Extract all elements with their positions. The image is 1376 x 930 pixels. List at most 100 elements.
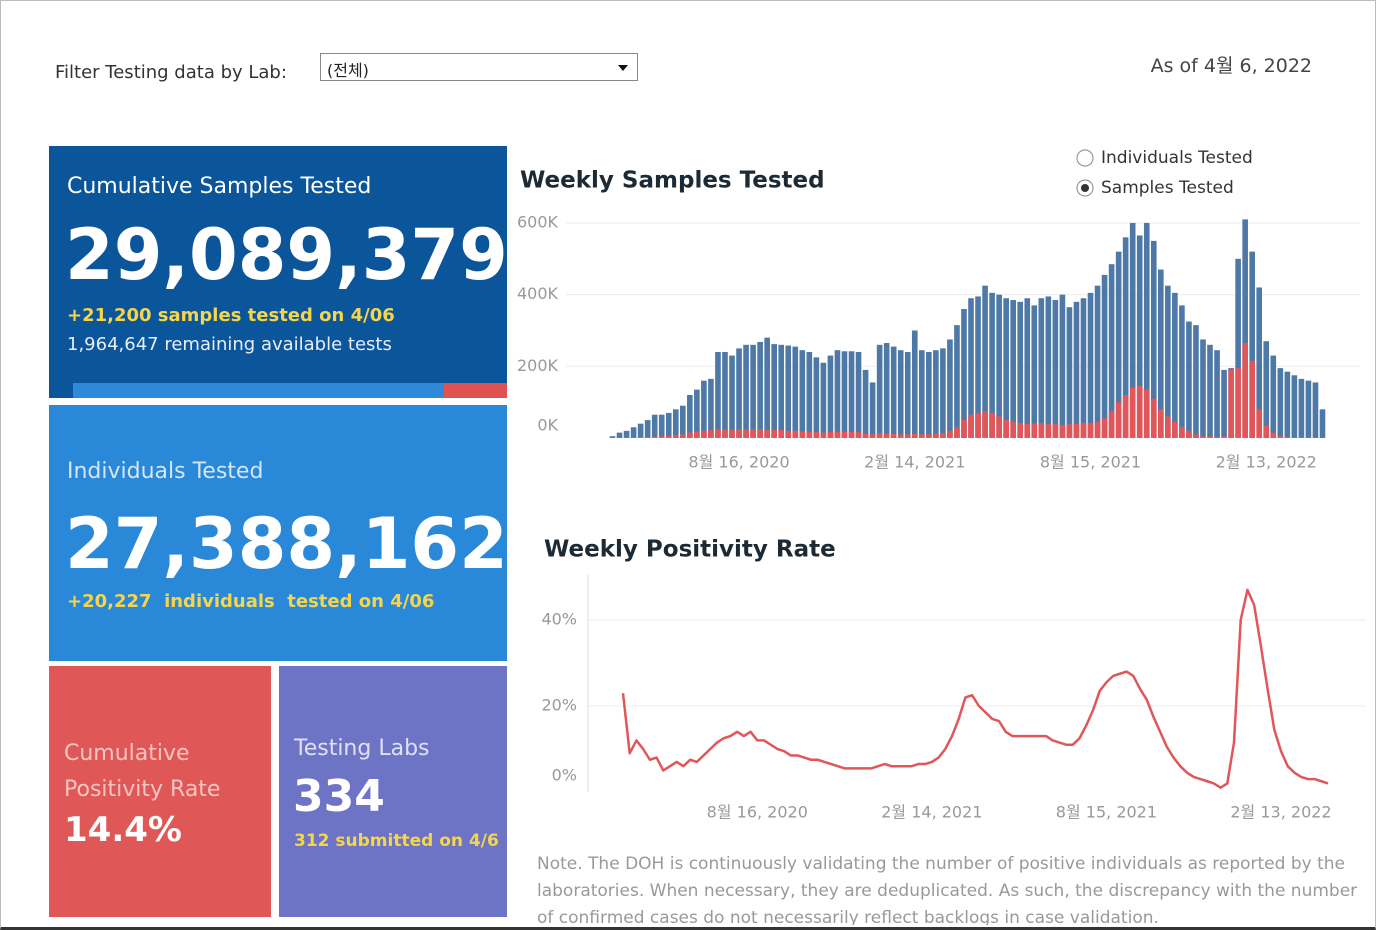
bar <box>1207 436 1213 438</box>
bar <box>989 412 995 438</box>
bar <box>904 434 911 438</box>
y-tick-label: 0K <box>537 416 558 435</box>
bar <box>729 429 735 438</box>
bar <box>1284 371 1291 438</box>
bar <box>876 344 883 438</box>
bar <box>1172 292 1178 438</box>
bar <box>1256 409 1263 438</box>
bar <box>1150 398 1157 438</box>
bar <box>940 348 946 438</box>
bar <box>651 414 658 438</box>
bar <box>672 409 679 438</box>
bar <box>1277 436 1284 438</box>
bar <box>771 430 778 438</box>
bar <box>1256 287 1263 438</box>
positivity-card: Cumulative Positivity Rate 14.4% <box>49 666 271 917</box>
bar <box>1010 421 1017 438</box>
card-title: Individuals Tested <box>67 459 264 484</box>
bar <box>708 378 714 438</box>
y-tick-label: 0% <box>552 766 577 785</box>
bar <box>623 430 630 438</box>
bar <box>989 292 995 438</box>
bar <box>687 432 693 438</box>
lab-dropdown[interactable]: (전체) <box>320 53 638 81</box>
bar <box>1045 424 1052 438</box>
bar <box>806 431 813 438</box>
bar <box>672 435 679 438</box>
chart-title: Weekly Samples Tested <box>520 168 825 194</box>
bar <box>1059 294 1066 438</box>
y-tick-label: 200K <box>517 356 559 375</box>
bar <box>1129 387 1136 438</box>
bar <box>975 296 981 438</box>
bar <box>1038 422 1045 438</box>
bar <box>771 344 778 438</box>
bar <box>918 350 925 438</box>
bar <box>743 344 749 438</box>
bar <box>855 351 862 438</box>
card-value: 14.4% <box>64 810 182 850</box>
bar <box>1193 325 1199 438</box>
bar <box>848 431 855 438</box>
individuals-card: Individuals Tested 27,388,162 +20,227 in… <box>49 405 507 661</box>
y-tick-label: 600K <box>517 212 559 231</box>
bar <box>876 432 883 438</box>
card-line: +20,227 individuals tested on 4/06 <box>67 591 435 612</box>
bar <box>1207 344 1213 438</box>
bar <box>968 414 974 438</box>
bar <box>813 357 820 438</box>
bar <box>1249 360 1256 438</box>
radio-label[interactable]: Samples Tested <box>1101 178 1234 198</box>
bar <box>715 429 721 438</box>
bar <box>1094 285 1101 438</box>
bar <box>1270 355 1277 438</box>
bar <box>926 351 932 438</box>
bar <box>1080 298 1087 438</box>
bar <box>1122 394 1129 438</box>
bar <box>722 429 728 438</box>
bar <box>630 437 637 438</box>
bar <box>975 412 981 438</box>
bar <box>1024 423 1031 438</box>
bar <box>1186 321 1192 438</box>
radio-button[interactable] <box>1076 149 1094 167</box>
samples-card: Cumulative Samples Tested 29,089,379 +21… <box>49 146 507 398</box>
bar <box>1319 409 1326 438</box>
bar <box>1172 421 1178 438</box>
bar <box>1200 436 1206 438</box>
bar <box>1052 300 1059 438</box>
bar <box>792 430 799 438</box>
bar <box>679 434 686 438</box>
bar <box>722 351 728 438</box>
bar <box>701 430 707 438</box>
bar <box>694 389 700 438</box>
bar <box>834 350 841 438</box>
bar <box>1179 305 1185 438</box>
bar <box>813 432 820 438</box>
bar <box>750 429 756 438</box>
bar <box>1221 369 1227 438</box>
bar <box>792 346 799 438</box>
bar <box>1143 389 1150 438</box>
bar <box>1165 416 1171 438</box>
bar <box>1101 274 1108 438</box>
bar <box>1087 292 1094 438</box>
bar <box>1284 436 1291 438</box>
bar <box>743 429 749 438</box>
bar <box>1094 421 1101 438</box>
y-tick-label: 400K <box>517 284 559 303</box>
card-line: 312 submitted on 4/6 <box>294 831 499 851</box>
bar <box>764 337 770 438</box>
bar <box>848 351 855 438</box>
bar <box>1073 423 1080 438</box>
bar <box>1136 386 1143 438</box>
bar <box>890 346 897 438</box>
bar <box>1143 222 1150 438</box>
bar <box>1305 380 1312 438</box>
bar <box>820 432 827 438</box>
dropdown-value: (전체) <box>327 61 369 80</box>
bar <box>1193 434 1199 438</box>
radio-label[interactable]: Individuals Tested <box>1101 148 1253 168</box>
y-tick-label: 20% <box>541 696 577 715</box>
